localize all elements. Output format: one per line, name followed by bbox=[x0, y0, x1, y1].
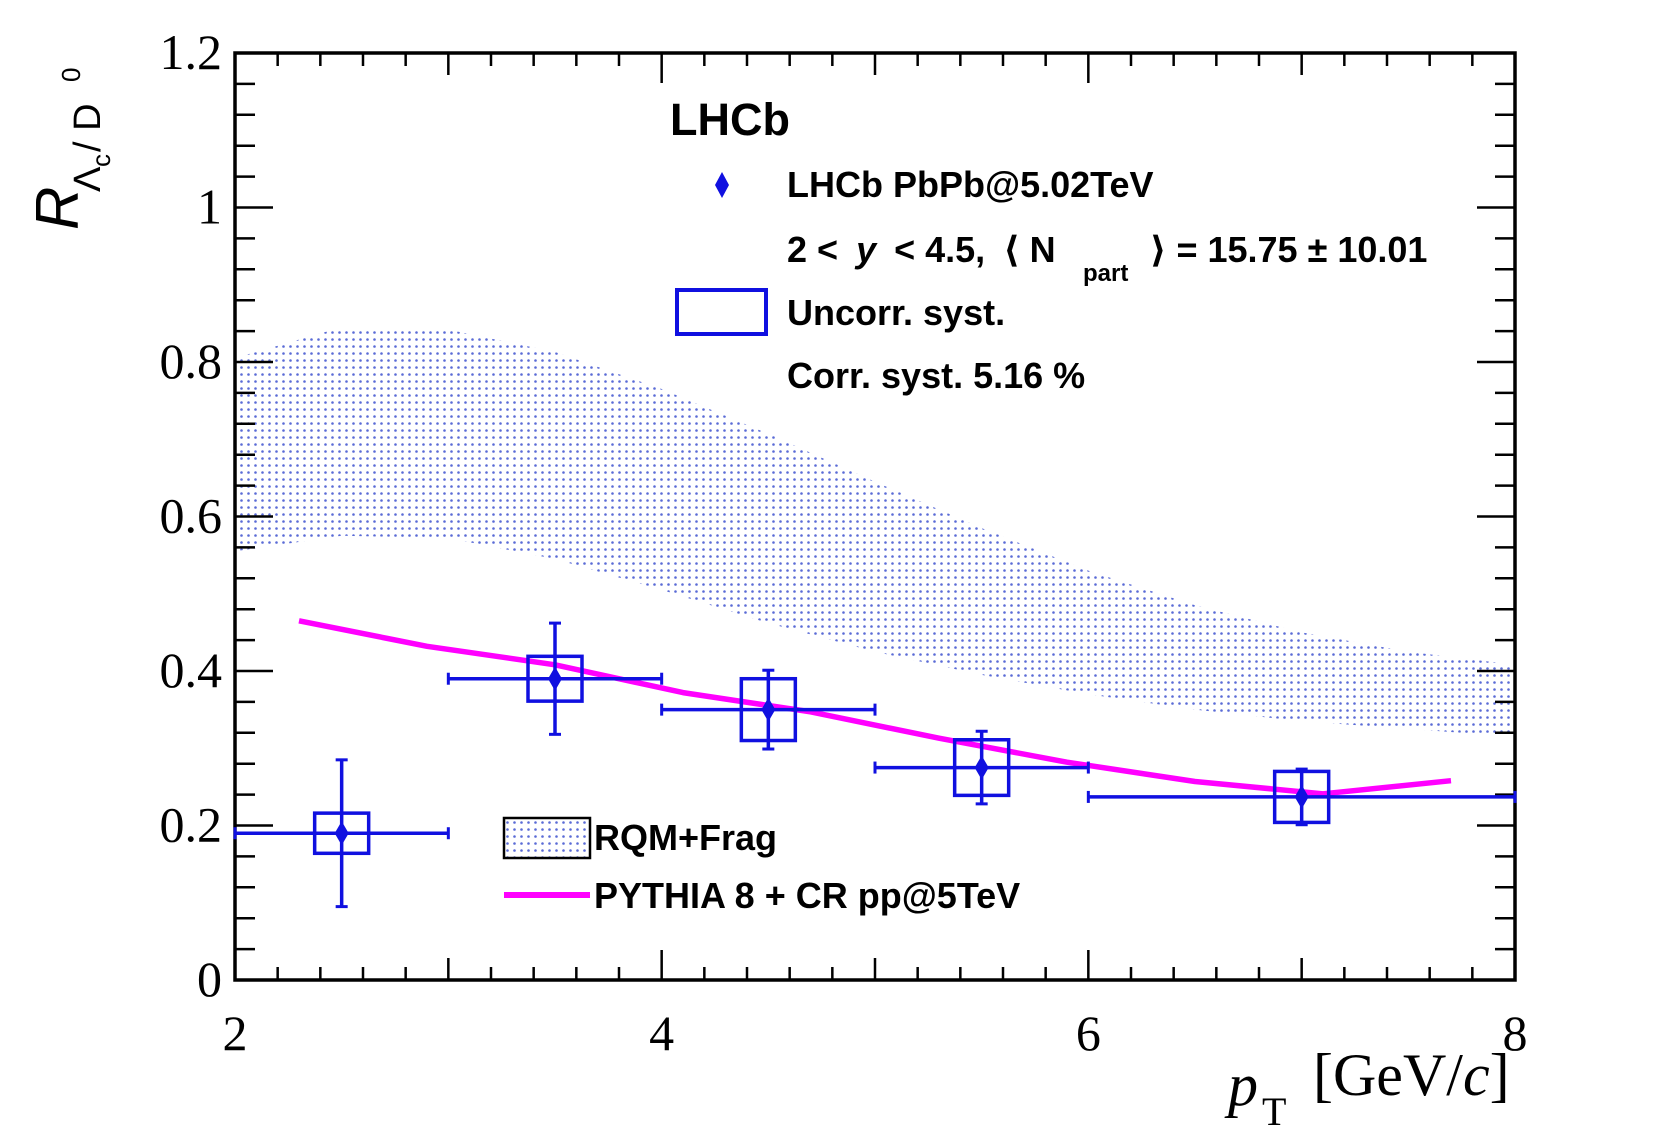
y-tick-label: 0 bbox=[197, 951, 222, 1007]
x-label-p: p bbox=[1224, 1052, 1258, 1118]
syst-box bbox=[952, 738, 1011, 798]
y-label-lambda: Λ bbox=[67, 166, 109, 192]
legend-npart-sub: part bbox=[1083, 260, 1128, 287]
y-tick-label: 0.2 bbox=[160, 797, 223, 853]
legend-pythia-label: PYTHIA 8 + CR pp@5TeV bbox=[594, 875, 1020, 916]
x-tick-label: 8 bbox=[1503, 1005, 1528, 1061]
y-tick-label: 1 bbox=[197, 179, 222, 235]
x-tick-label: 4 bbox=[649, 1005, 674, 1061]
experiment-label: LHCb bbox=[670, 94, 790, 145]
data-point bbox=[660, 668, 877, 751]
y-label-R: R bbox=[24, 187, 91, 230]
syst-box bbox=[526, 654, 584, 703]
point-marker bbox=[334, 821, 349, 846]
y-tick-label: 0.4 bbox=[160, 642, 223, 698]
data-point bbox=[446, 621, 664, 736]
data-point bbox=[233, 758, 450, 909]
legend-rqm-swatch bbox=[502, 816, 592, 860]
y-axis-label: R Λ c / D 0 bbox=[24, 68, 116, 230]
y-tick-label: 0.8 bbox=[160, 333, 223, 389]
y-label-zero: 0 bbox=[56, 68, 86, 82]
data-point bbox=[873, 729, 1090, 806]
pythia-curve bbox=[298, 618, 1452, 797]
data-points bbox=[233, 621, 1517, 909]
axis-ticks bbox=[233, 51, 1517, 982]
legend-uncorr-label: Uncorr. syst. bbox=[787, 292, 1005, 333]
point-marker bbox=[761, 697, 776, 722]
point-marker bbox=[974, 755, 989, 780]
y-tick-label: 0.6 bbox=[160, 488, 223, 544]
legend-data-marker bbox=[715, 172, 729, 198]
x-tick-label: 2 bbox=[223, 1005, 248, 1061]
syst-box bbox=[1272, 769, 1331, 825]
y-label-d: / D bbox=[67, 103, 109, 152]
legend-uncorr-box bbox=[675, 288, 768, 336]
point-marker bbox=[1294, 784, 1309, 809]
x-tick-label: 6 bbox=[1076, 1005, 1101, 1061]
syst-box bbox=[312, 811, 371, 856]
rqm-frag-band bbox=[235, 327, 1515, 737]
point-marker bbox=[548, 666, 562, 691]
x-axis-label: p T [GeV/c] bbox=[1224, 1042, 1510, 1125]
x-label-unit: [GeV/c] bbox=[1313, 1042, 1510, 1108]
legend-rqm-label: RQM+Frag bbox=[594, 817, 777, 858]
y-tick-label: 1.2 bbox=[160, 24, 223, 80]
legend-kinematics: 2 < y < 4.5, ⟨ N bbox=[787, 229, 1056, 270]
legend-npart-value: ⟩ = 15.75 ± 10.01 bbox=[1150, 229, 1427, 270]
legend-data-label: LHCb PbPb@5.02TeV bbox=[787, 164, 1154, 205]
y-label-c: c bbox=[86, 154, 116, 167]
data-point bbox=[1086, 767, 1517, 827]
legend-corr-label: Corr. syst. 5.16 % bbox=[787, 355, 1085, 396]
syst-box bbox=[739, 676, 798, 743]
x-label-sub: T bbox=[1262, 1089, 1286, 1125]
axis-tick-labels: 2 4 6 8 0 0.2 0.4 0.6 0.8 1 1.2 bbox=[160, 24, 1528, 1061]
